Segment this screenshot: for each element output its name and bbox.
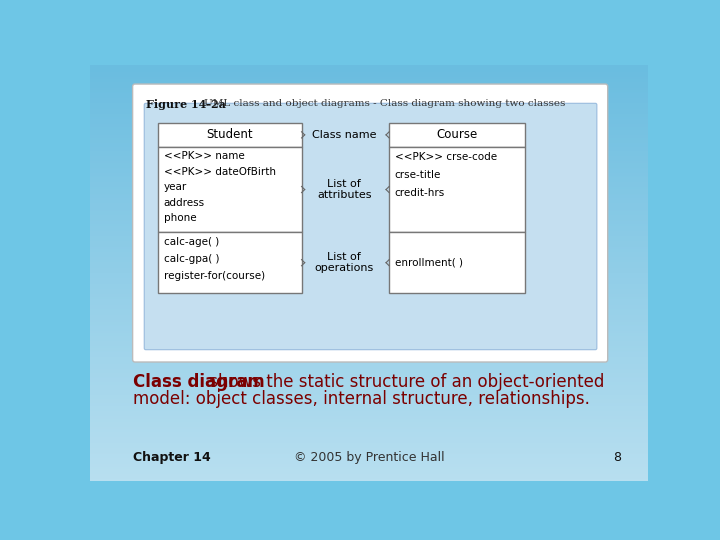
Text: © 2005 by Prentice Hall: © 2005 by Prentice Hall: [294, 451, 444, 464]
Text: register-for(course): register-for(course): [163, 271, 265, 281]
Bar: [158, 147, 302, 232]
Text: 8: 8: [613, 451, 621, 464]
Text: <<PK>> dateOfBirth: <<PK>> dateOfBirth: [163, 167, 276, 177]
Bar: [389, 123, 525, 147]
Text: Figure 14-2a: Figure 14-2a: [145, 99, 225, 110]
Text: year: year: [163, 182, 187, 192]
FancyBboxPatch shape: [144, 103, 597, 350]
Text: phone: phone: [163, 213, 197, 223]
Bar: [158, 123, 302, 147]
Bar: [389, 147, 525, 232]
Text: credit-hrs: credit-hrs: [395, 187, 445, 198]
Text: Student: Student: [207, 129, 253, 141]
Bar: [158, 232, 302, 293]
Text: <<PK>> name: <<PK>> name: [163, 151, 244, 161]
Text: Class name: Class name: [312, 130, 377, 140]
Text: UML class and object diagrams - Class diagram showing two classes: UML class and object diagrams - Class di…: [204, 99, 565, 107]
Text: enrollment( ): enrollment( ): [395, 258, 462, 268]
Text: Class diagram: Class diagram: [132, 373, 264, 391]
Text: crse-title: crse-title: [395, 170, 441, 180]
Text: Course: Course: [436, 129, 477, 141]
Text: calc-gpa( ): calc-gpa( ): [163, 254, 219, 264]
Text: List of
attributes: List of attributes: [317, 179, 372, 200]
Text: Chapter 14: Chapter 14: [132, 451, 210, 464]
Text: calc-age( ): calc-age( ): [163, 237, 219, 247]
Text: <<PK>> crse-code: <<PK>> crse-code: [395, 152, 497, 162]
Text: model: object classes, internal structure, relationships.: model: object classes, internal structur…: [132, 390, 590, 408]
FancyBboxPatch shape: [132, 84, 608, 362]
Text: List of
operations: List of operations: [315, 252, 374, 273]
Bar: [389, 232, 525, 293]
Text: shows the static structure of an object-oriented: shows the static structure of an object-…: [204, 373, 604, 391]
Text: address: address: [163, 198, 204, 207]
